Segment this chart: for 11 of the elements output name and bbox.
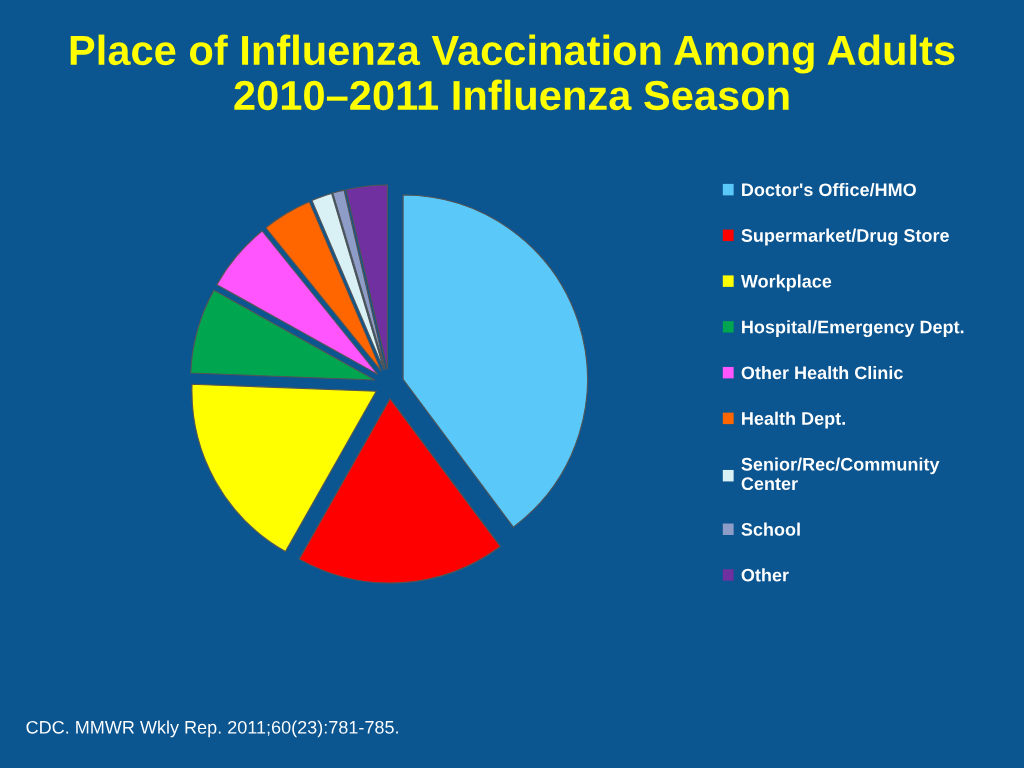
legend-label: Doctor's Office/HMO: [742, 182, 916, 197]
text: CDC. MMWR Wkly Rep. 2011;60(23):781-785.: [26, 720, 398, 738]
legend-label: Supermarket/Drug Store: [741, 228, 949, 246]
legend-label: Workplace: [740, 274, 832, 292]
legend-label: Other Health Clinic: [741, 365, 903, 380]
legend-label: School: [741, 522, 800, 536]
chart-title: Place of Influenza Vaccination Among Adults 2010–2011 Influenza Season: [70, 34, 955, 111]
legend-label: Health Dept.: [742, 411, 845, 429]
legend-label: Other: [741, 568, 789, 582]
legend-label: Hospital/Emergency Dept.: [742, 320, 964, 338]
legend-label: Senior/Rec/Community Center: [741, 457, 940, 491]
